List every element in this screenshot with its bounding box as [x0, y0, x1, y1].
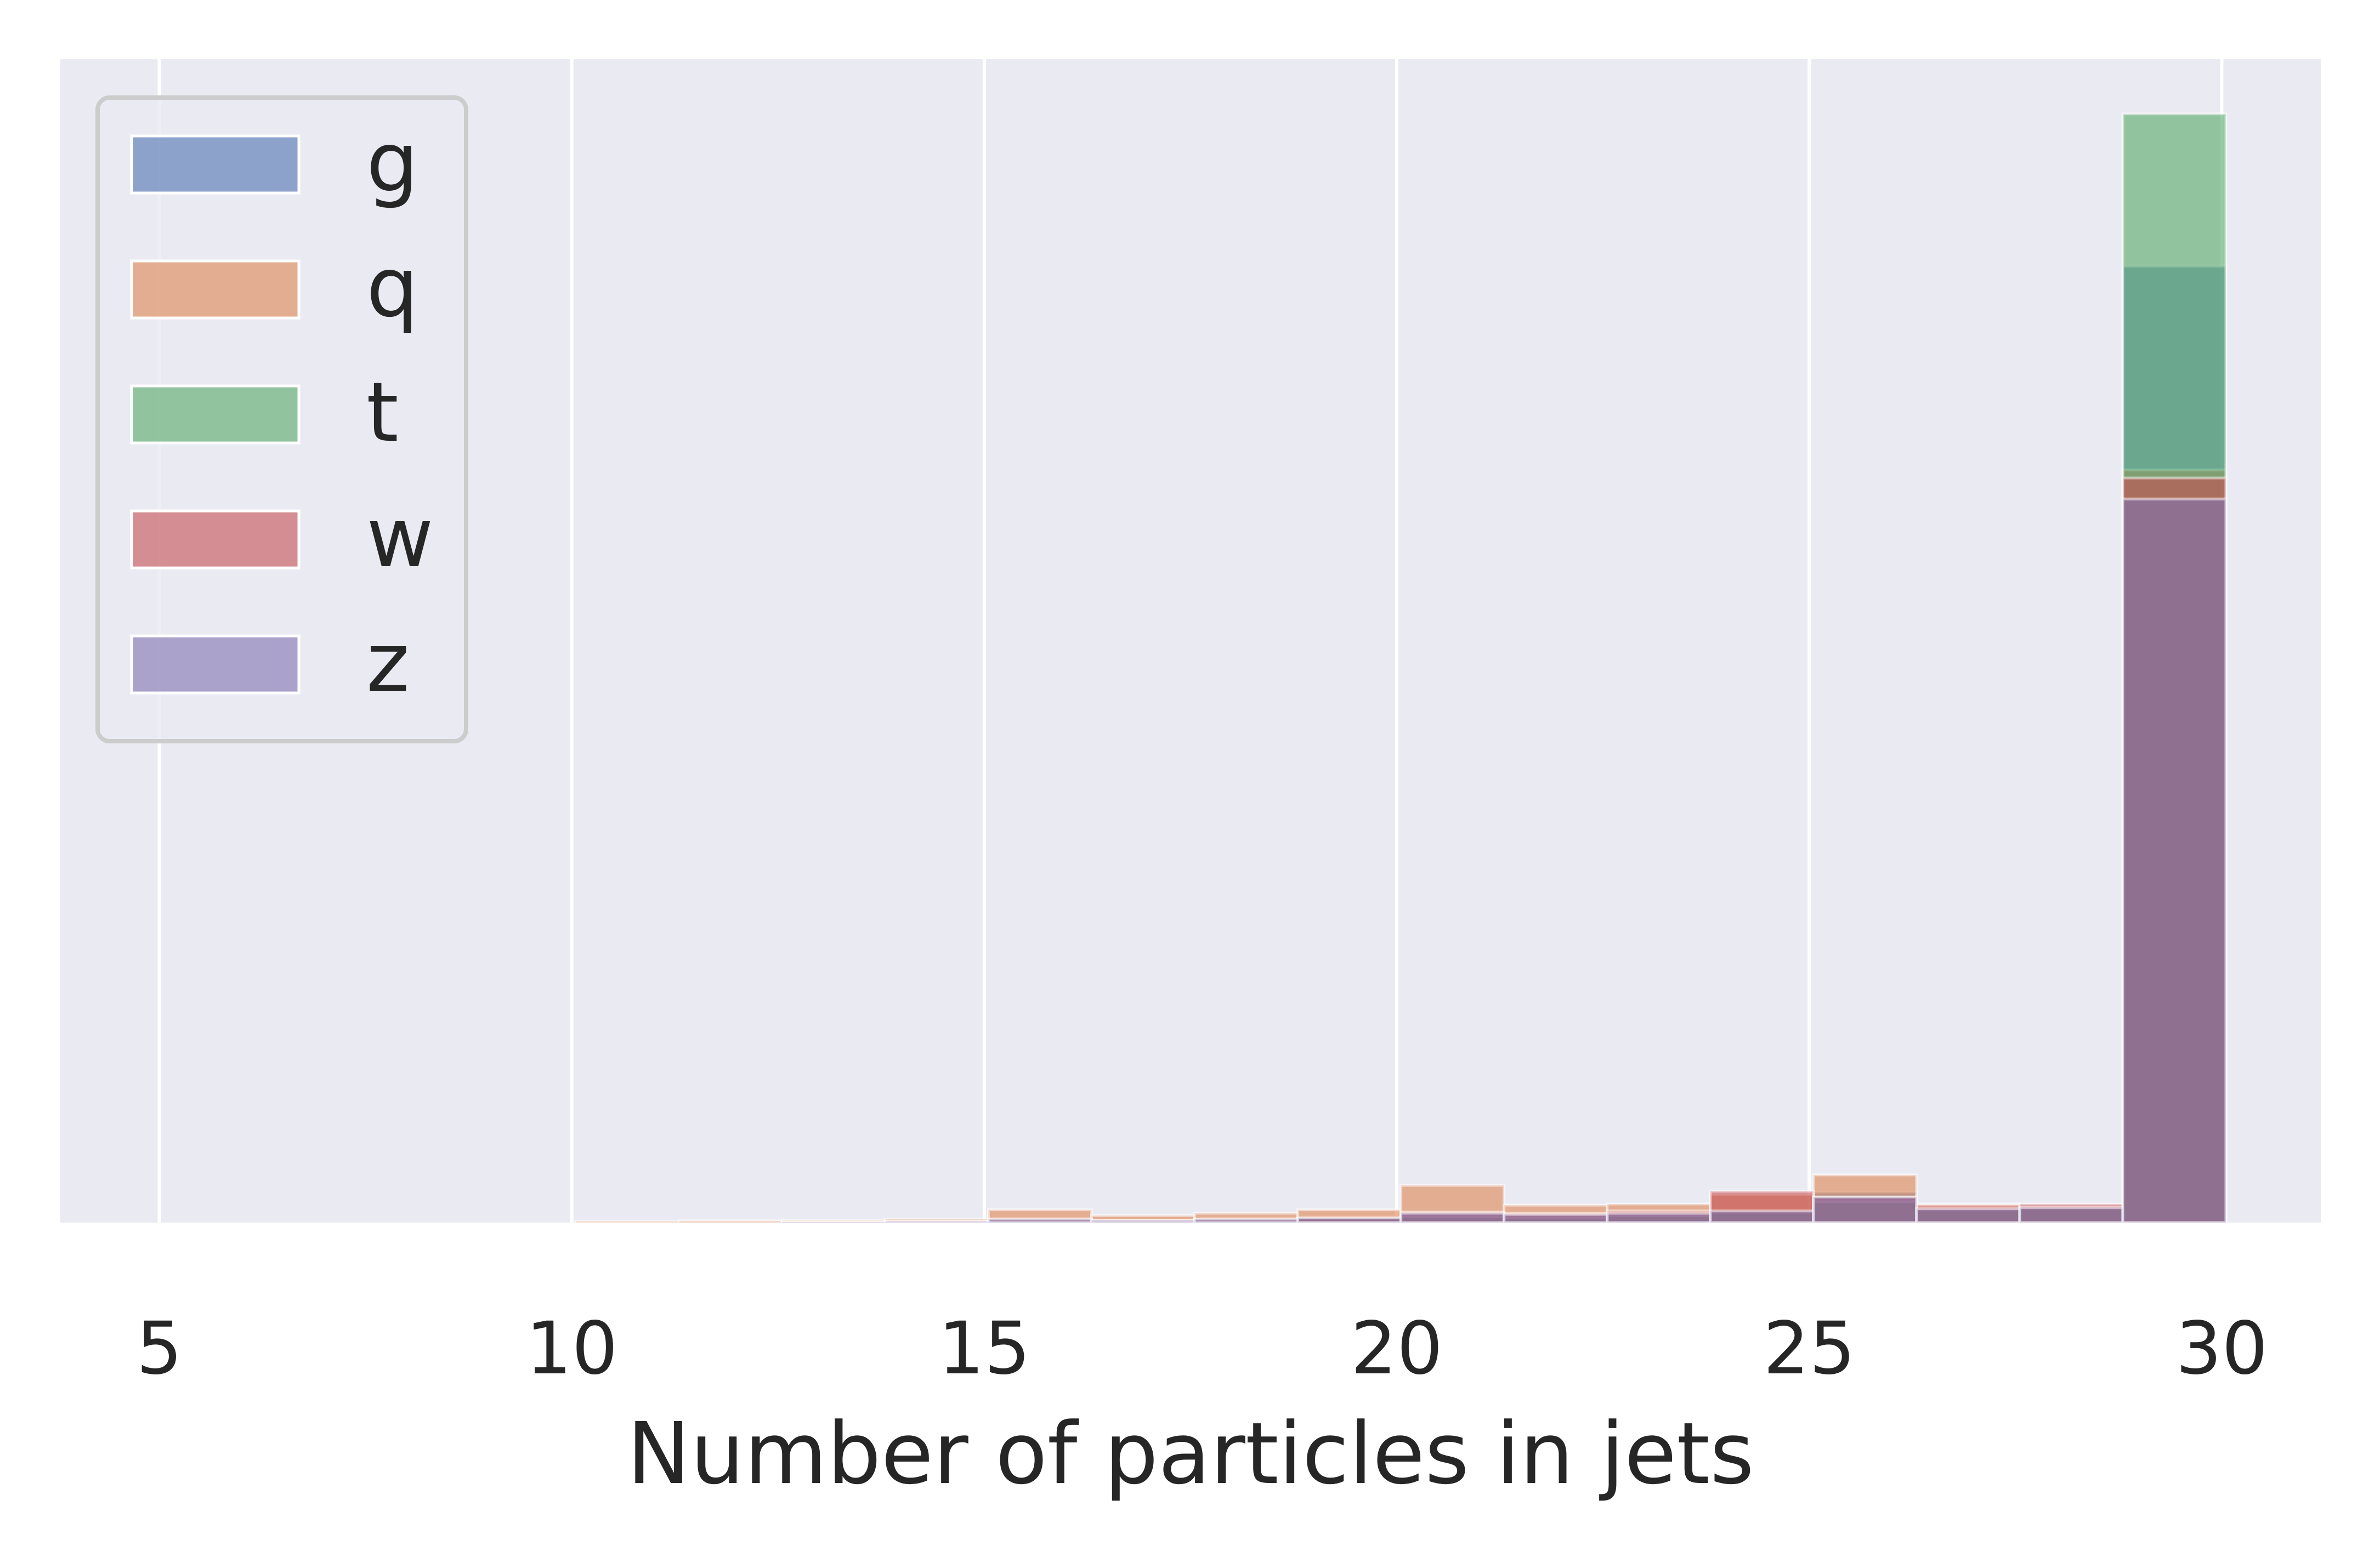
bar-z-bin-18	[1915, 1207, 2021, 1224]
x-tick-label-5: 5	[137, 1306, 183, 1391]
x-axis-label: Number of particles in jets	[627, 1404, 1754, 1503]
bar-q-bin-5	[574, 1220, 681, 1224]
bar-z-bin-10	[1090, 1219, 1197, 1224]
x-tick-label-10: 10	[526, 1306, 618, 1391]
legend-swatch-z	[130, 634, 301, 695]
x-tick-labels: 5 10 15 20 25 30	[137, 1306, 2268, 1391]
legend-label-z: z	[366, 615, 410, 711]
bar-z-bin-11	[1193, 1218, 1300, 1224]
bar-z-bin-20	[2121, 497, 2228, 1224]
bar-z-bin-9	[987, 1218, 1093, 1224]
bar-z-bin-13	[1399, 1212, 1506, 1224]
x-tick-label-20: 20	[1351, 1306, 1443, 1391]
bar-z-bin-15	[1606, 1212, 1712, 1224]
bar-q-bin-6	[677, 1219, 784, 1224]
bar-z-bin-12	[1296, 1217, 1403, 1224]
legend-label-g: g	[366, 115, 418, 211]
bar-z-bin-17	[1812, 1195, 1918, 1224]
legend-swatch-q	[130, 259, 301, 320]
bar-z-bin-8	[883, 1220, 990, 1224]
bar-z-bin-16	[1709, 1209, 1815, 1224]
legend-label-t: t	[366, 365, 399, 461]
legend-swatch-t	[130, 384, 301, 445]
legend-label-q: q	[366, 240, 418, 336]
legend-label-w: w	[366, 490, 434, 586]
bar-z-bin-19	[2018, 1206, 2124, 1224]
bar-z-bin-7	[780, 1220, 887, 1224]
histogram-bars	[574, 112, 2228, 1224]
x-tick-label-15: 15	[938, 1306, 1030, 1391]
legend-swatch-w	[130, 509, 301, 570]
x-tick-label-30: 30	[2175, 1306, 2268, 1391]
bar-z-bin-14	[1503, 1213, 1609, 1224]
legend-swatch-g	[130, 134, 301, 195]
x-tick-label-25: 25	[1763, 1306, 1855, 1391]
